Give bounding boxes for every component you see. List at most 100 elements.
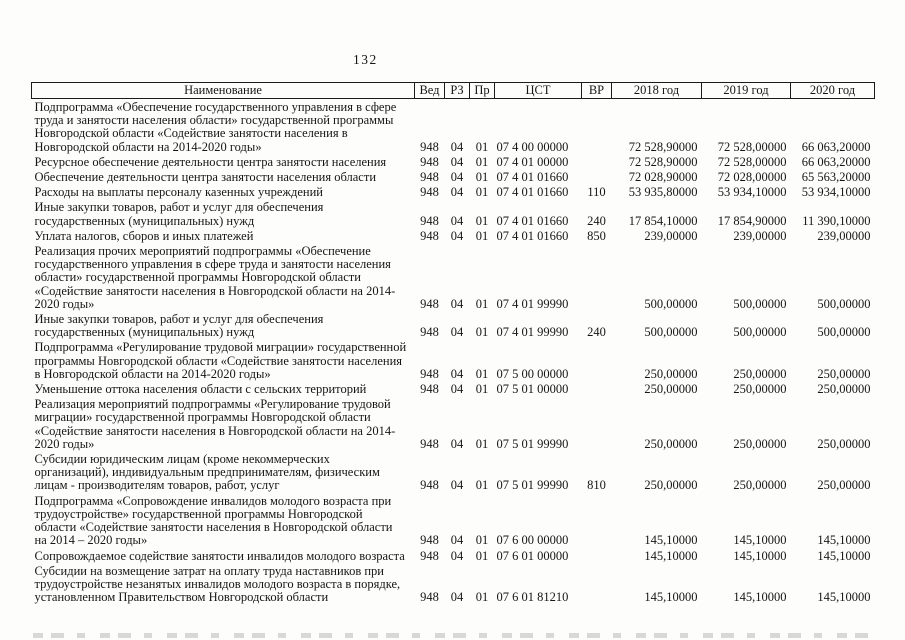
cell-vr: [582, 99, 612, 154]
cell-ved: 948: [420, 436, 439, 451]
cell-vr: [582, 396, 612, 451]
cell-pr: 01: [475, 213, 489, 228]
table-row: Субсидии на возмещение затрат на оплату …: [32, 563, 875, 605]
cell-name: Уменьшение оттока населения области с се…: [34, 382, 367, 397]
cell-y2019: 250,00000: [733, 436, 787, 451]
cell-rz: 04: [450, 548, 464, 563]
cell-cst: 07 4 00 00000: [496, 139, 569, 154]
cell-rz: 04: [450, 325, 464, 340]
cell-y2020: 145,10000: [817, 533, 871, 548]
cell-pr: 01: [475, 382, 489, 397]
cell-cst: 07 6 01 00000: [496, 548, 569, 563]
cell-ved: 948: [420, 296, 439, 311]
cell-vr: [582, 243, 612, 311]
cell-pr: 01: [475, 296, 489, 311]
cell-y2018: 250,00000: [644, 382, 698, 397]
cell-vr: [582, 548, 612, 563]
cell-y2018: 145,10000: [644, 548, 698, 563]
cell-y2020: 65 563,20000: [801, 170, 871, 185]
cell-y2020: 500,00000: [817, 296, 871, 311]
cell-rz: 04: [450, 139, 464, 154]
cell-pr: 01: [475, 478, 489, 493]
cell-y2019: 145,10000: [733, 533, 787, 548]
cell-y2018: 250,00000: [644, 478, 698, 493]
cell-ved: 948: [420, 366, 439, 381]
cell-cst: 07 5 01 99990: [496, 478, 569, 493]
cell-ved: 948: [420, 139, 439, 154]
cell-ved: 948: [420, 228, 439, 243]
table-row: Реализация прочих мероприятий подпрограм…: [32, 243, 875, 311]
cell-y2020: 11 390,10000: [802, 213, 871, 228]
cell-ved: 948: [420, 382, 439, 397]
cell-cst: 07 6 00 00000: [496, 533, 569, 548]
cell-cst: 07 4 01 99990: [496, 325, 569, 340]
table-row: Субсидии юридическим лицам (кроме некомм…: [32, 451, 875, 493]
cell-y2020: 145,10000: [817, 548, 871, 563]
cell-name: Расходы на выплаты персоналу казенных уч…: [34, 185, 324, 200]
cell-rz: 04: [450, 436, 464, 451]
cell-pr: 01: [475, 548, 489, 563]
cell-pr: 01: [475, 185, 489, 200]
cell-name: Ресурсное обеспечение деятельности центр…: [34, 154, 387, 169]
header-pr: Пр: [469, 82, 495, 99]
cell-cst: 07 4 01 01660: [496, 185, 569, 200]
cell-y2019: 72 528,00000: [717, 154, 787, 169]
table-row: Подпрограмма «Обеспечение государственно…: [32, 99, 875, 154]
cell-pr: 01: [475, 436, 489, 451]
table-row: Реализация мероприятий подпрограммы «Рег…: [32, 396, 875, 451]
table-row: Уменьшение оттока населения области с се…: [32, 381, 875, 396]
cell-name: Сопровождаемое содействие занятости инва…: [34, 548, 405, 563]
cell-rz: 04: [450, 228, 464, 243]
cell-y2019: 250,00000: [733, 478, 787, 493]
header-rz: РЗ: [444, 82, 470, 99]
table-row: Расходы на выплаты персоналу казенных уч…: [32, 184, 875, 199]
cell-name: Подпрограмма «Регулирование трудовой миг…: [34, 340, 407, 381]
budget-table-header: Наименование Вед РЗ Пр ЦСТ ВР 2018 год 2…: [31, 82, 875, 99]
cell-ved: 948: [420, 213, 439, 228]
cell-rz: 04: [450, 170, 464, 185]
cell-y2019: 500,00000: [733, 296, 787, 311]
header-2019: 2019 год: [701, 82, 791, 99]
cell-pr: 01: [475, 590, 489, 605]
cell-name: Субсидии на возмещение затрат на оплату …: [34, 563, 401, 605]
cell-rz: 04: [450, 213, 464, 228]
cell-vr: [582, 339, 612, 381]
cell-rz: 04: [450, 382, 464, 397]
header-2018: 2018 год: [611, 82, 702, 99]
cell-vr: 110: [587, 185, 606, 200]
cell-y2020: 250,00000: [817, 382, 871, 397]
cell-y2020: 250,00000: [817, 436, 871, 451]
cell-y2020: 145,10000: [817, 590, 871, 605]
cell-y2018: 500,00000: [644, 296, 698, 311]
cell-y2018: 72 528,90000: [628, 154, 698, 169]
cell-y2018: 145,10000: [644, 590, 698, 605]
cell-rz: 04: [450, 590, 464, 605]
cell-y2019: 250,00000: [733, 382, 787, 397]
cell-vr: [582, 169, 612, 184]
cell-y2019: 53 934,10000: [717, 185, 787, 200]
cell-y2018: 500,00000: [644, 325, 698, 340]
next-page-text-cutoff: [33, 633, 873, 638]
cell-pr: 01: [475, 325, 489, 340]
header-cst: ЦСТ: [494, 82, 582, 99]
cell-pr: 01: [475, 228, 489, 243]
cell-cst: 07 6 01 81210: [496, 590, 569, 605]
cell-y2018: 72 028,90000: [628, 170, 698, 185]
header-vr: ВР: [581, 82, 612, 99]
table-row: Сопровождаемое содействие занятости инва…: [32, 548, 875, 563]
table-row: Ресурсное обеспечение деятельности центр…: [32, 154, 875, 169]
cell-y2019: 250,00000: [733, 366, 787, 381]
cell-vr: 240: [587, 325, 606, 340]
cell-cst: 07 4 01 99990: [496, 296, 569, 311]
cell-y2018: 72 528,90000: [628, 139, 698, 154]
table-row: Иные закупки товаров, работ и услуг для …: [32, 311, 875, 339]
budget-table-body: Подпрограмма «Обеспечение государственно…: [32, 99, 875, 605]
header-2020: 2020 год: [790, 82, 875, 99]
cell-rz: 04: [450, 154, 464, 169]
cell-vr: 850: [587, 228, 606, 243]
cell-y2018: 17 854,10000: [628, 213, 698, 228]
cell-pr: 01: [475, 139, 489, 154]
cell-name: Подпрограмма «Обеспечение государственно…: [34, 100, 397, 154]
cell-name: Субсидии юридическим лицам (кроме некомм…: [34, 452, 380, 493]
